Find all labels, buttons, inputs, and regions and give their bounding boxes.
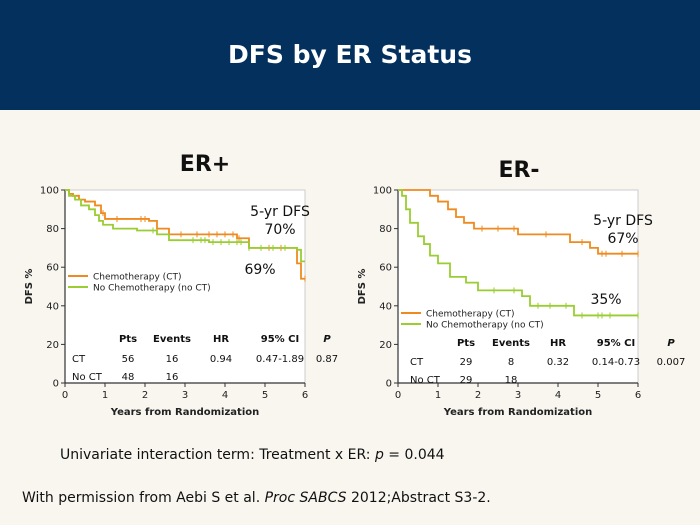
chart2-legend-label: Chemotherapy (CT) (426, 310, 515, 320)
chart1-y-tick-label: 100 (40, 186, 59, 197)
chart1-x-tick-label: 6 (302, 390, 308, 401)
chart2-x-tick-label: 4 (555, 390, 561, 401)
chart2-x-axis-label: Years from Randomization (443, 407, 592, 418)
chart1-table-row-label: No CT (72, 372, 103, 383)
chart2-annotation: 67% (607, 231, 638, 247)
chart2-y-tick-label: 80 (379, 224, 392, 235)
chart1-legend-label: Chemotherapy (CT) (93, 273, 182, 283)
chart2-x-tick-label: 6 (635, 390, 641, 401)
chart1-table-cell: 0.47-1.89 (256, 354, 304, 365)
chart2-table-cell: 29 (460, 375, 473, 386)
chart2-table-header: Events (492, 338, 530, 349)
chart2-legend-label: No Chemotherapy (no CT) (426, 321, 544, 331)
chart2-y-tick-label: 40 (379, 301, 392, 312)
chart1-table-cell: 16 (166, 372, 179, 383)
chart1-x-tick-label: 0 (62, 390, 68, 401)
interaction-p: p (374, 447, 384, 463)
chart1-table-row-label: CT (72, 354, 86, 365)
chart1-x-tick-label: 4 (222, 390, 228, 401)
chart2-series-ct-line (398, 189, 638, 255)
citation-prefix: With permission from Aebi S et al. (22, 490, 265, 506)
chart1-annotation: 69% (244, 262, 275, 278)
chart2-x-tick-label: 1 (435, 390, 441, 401)
chart2-annotation: 5-yr DFS (593, 213, 653, 229)
chart1-x-tick-label: 1 (102, 390, 108, 401)
chart2-table-cell: 18 (505, 375, 518, 386)
chart2-table-header: Pts (457, 338, 475, 349)
chart1-y-tick-label: 60 (46, 263, 59, 274)
citation-suffix: 2012;Abstract S3-2. (346, 490, 491, 506)
chart1-table-header: P (323, 334, 331, 345)
chart2-table-cell: 29 (460, 357, 473, 368)
chart2-y-tick-label: 0 (386, 379, 392, 390)
interaction-prefix: Univariate interaction term: Treatment x… (60, 447, 375, 463)
chart2-y-tick-label: 100 (373, 186, 392, 197)
chart1-annotation: 5-yr DFS (250, 204, 310, 220)
chart1-title: ER+ (180, 152, 230, 177)
chart1-x-tick-label: 5 (262, 390, 268, 401)
chart1-legend-label: No Chemotherapy (no CT) (93, 284, 211, 294)
citation-journal: Proc SABCS (264, 490, 347, 506)
chart2-x-tick-label: 2 (475, 390, 481, 401)
chart1-table-cell: 0.87 (316, 354, 338, 365)
chart1-x-axis-label: Years from Randomization (110, 407, 259, 418)
interaction-note: Univariate interaction term: Treatment x… (60, 447, 445, 463)
chart1-x-tick-label: 2 (142, 390, 148, 401)
header-bar (0, 0, 700, 110)
chart2-table-cell: 8 (508, 357, 514, 368)
chart2-table-cell: 0.007 (657, 357, 686, 368)
chart2-x-tick-label: 0 (395, 390, 401, 401)
chart1-table-cell: 56 (122, 354, 135, 365)
slide-title: DFS by ER Status (228, 40, 472, 69)
chart2-x-tick-label: 5 (595, 390, 601, 401)
chart1-y-tick-label: 40 (46, 301, 59, 312)
chart2-title: ER- (498, 158, 539, 183)
chart2-table-cell: 0.32 (547, 357, 569, 368)
chart1-table-header: Events (153, 334, 191, 345)
chart2-y-tick-label: 20 (379, 340, 392, 351)
chart2-table-header: HR (550, 338, 566, 349)
chart2-table-cell: 0.14-0.73 (592, 357, 640, 368)
chart1-table-cell: 16 (166, 354, 179, 365)
chart2-annotation: 35% (590, 292, 621, 308)
chart1-y-axis-label: DFS % (24, 269, 35, 305)
chart2-y-axis-label: DFS % (357, 269, 368, 305)
chart1-table-header: Pts (119, 334, 137, 345)
chart2-table-row-label: CT (410, 357, 424, 368)
chart2-plot-area (397, 189, 639, 384)
chart1-y-tick-label: 80 (46, 224, 59, 235)
chart1-y-tick-label: 0 (53, 379, 59, 390)
chart2-y-tick-label: 60 (379, 263, 392, 274)
chart1-table-header: 95% CI (261, 334, 299, 345)
chart2-series-no-ct-line (398, 189, 638, 317)
citation: With permission from Aebi S et al. Proc … (22, 490, 491, 506)
chart2-table-header: P (667, 338, 675, 349)
chart1-annotation: 70% (264, 222, 295, 238)
chart1-table-cell: 48 (122, 372, 135, 383)
chart2-table-header: 95% CI (597, 338, 635, 349)
chart1-table-cell: 0.94 (210, 354, 232, 365)
interaction-value: = 0.044 (383, 447, 445, 463)
chart2-x-tick-label: 3 (515, 390, 521, 401)
chart2-table-row-label: No CT (410, 375, 441, 386)
chart1-plot-area (64, 189, 306, 384)
chart1-x-tick-label: 3 (182, 390, 188, 401)
chart1-table-header: HR (213, 334, 229, 345)
chart1-y-tick-label: 20 (46, 340, 59, 351)
